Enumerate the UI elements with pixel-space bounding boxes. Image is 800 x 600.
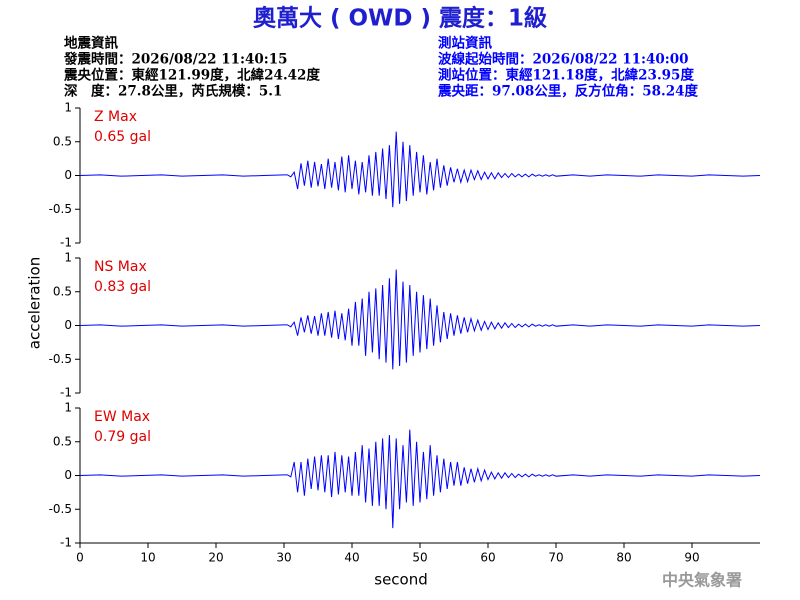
y-axis-label: acceleration (26, 257, 44, 349)
y-tick-label: -1 (60, 236, 72, 250)
y-tick-label: 0.5 (53, 284, 72, 298)
y-tick-label: -1 (60, 386, 72, 400)
panel-label: Z Max (94, 109, 137, 125)
info-right: 震央距：97.08公里，反方位角：58.24度 (437, 83, 699, 100)
info-left: 發震時間：2026/08/22 11:40:15 (63, 51, 288, 68)
y-tick-label: -0.5 (49, 352, 72, 366)
panel-label: NS Max (94, 259, 147, 275)
x-tick-label: 60 (480, 551, 495, 565)
waveform (79, 131, 761, 208)
info-left: 震央位置：東經121.99度，北緯24.42度 (63, 67, 320, 84)
info-right: 波線起始時間：2026/08/22 11:40:00 (438, 51, 689, 68)
y-tick-label: 0 (64, 318, 72, 332)
x-tick-label: 50 (412, 551, 427, 565)
x-tick-label: 40 (344, 551, 359, 565)
y-tick-label: -1 (60, 536, 72, 550)
x-tick-label: 70 (548, 551, 563, 565)
y-tick-label: -0.5 (49, 502, 72, 516)
x-tick-label: 90 (684, 551, 699, 565)
y-tick-label: 0.5 (53, 434, 72, 448)
info-right: 測站位置：東經121.18度，北緯23.95度 (438, 67, 694, 84)
x-tick-label: 20 (208, 551, 223, 565)
y-tick-label: 0 (64, 168, 72, 182)
panel-max: 0.79 gal (94, 429, 151, 445)
y-tick-label: 1 (64, 251, 72, 265)
info-left: 地震資訊 (64, 35, 118, 52)
panel-label: EW Max (94, 409, 150, 425)
waveform (79, 429, 761, 529)
y-tick-label: 1 (64, 401, 72, 415)
x-tick-label: 10 (140, 551, 155, 565)
panel-max: 0.65 gal (94, 129, 151, 145)
footer: 中央氣象署 (662, 571, 742, 590)
info-right: 測站資訊 (438, 35, 492, 52)
x-tick-label: 80 (616, 551, 631, 565)
x-tick-label: 0 (76, 551, 84, 565)
y-tick-label: 0.5 (53, 134, 72, 148)
y-tick-label: 1 (64, 101, 72, 115)
x-tick-label: 30 (276, 551, 291, 565)
info-left: 深 度：27.8公里，芮氏規模：5.1 (64, 83, 282, 100)
x-axis-label: second (374, 571, 428, 589)
panel-max: 0.83 gal (94, 279, 151, 295)
waveform (79, 269, 761, 370)
y-tick-label: -0.5 (49, 202, 72, 216)
chart-title: 奧萬大 ( OWD ) 震度：1級 (253, 5, 547, 32)
y-tick-label: 0 (64, 468, 72, 482)
